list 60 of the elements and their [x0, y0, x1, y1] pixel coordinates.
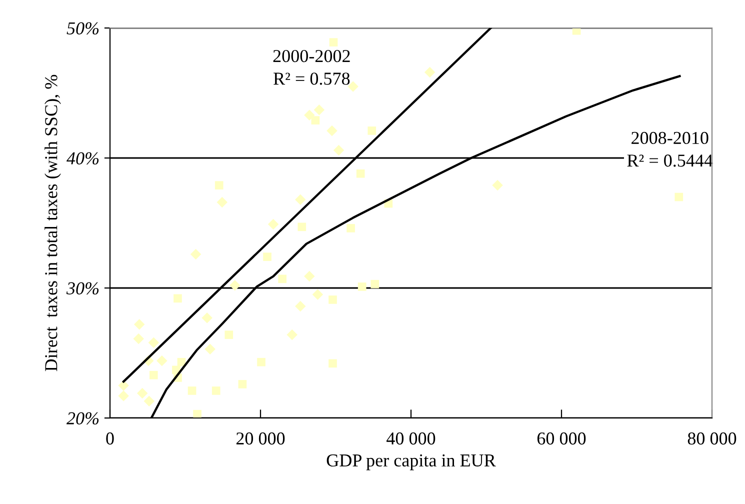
x-tick-label: 60 000 [537, 432, 586, 445]
y-tick-label: 30% [66, 282, 99, 294]
point [156, 355, 168, 366]
point [314, 104, 325, 116]
x-tick-label: 0 [106, 432, 114, 445]
point [312, 289, 324, 300]
point [268, 218, 279, 230]
point [188, 386, 196, 395]
y-tick-label: 40% [66, 152, 99, 164]
point [572, 28, 581, 35]
point [238, 380, 247, 388]
x-tick-label: 80 000 [688, 432, 736, 445]
point [212, 386, 220, 395]
point [149, 370, 158, 380]
y-axis-title: Direct taxes in total taxes (with SSC), % [44, 74, 61, 372]
point [329, 38, 338, 46]
point [134, 319, 145, 330]
point [148, 337, 160, 348]
point [295, 300, 306, 312]
point [492, 180, 503, 191]
annotation: 2008-2010 R² = 0.5444 [627, 132, 713, 167]
point [136, 388, 148, 399]
x-tick-label: 40 000 [386, 432, 436, 445]
x-tick-label: 20 000 [236, 432, 285, 445]
point [311, 116, 320, 124]
x-axis-title: GDP per capita in EUR [326, 454, 496, 470]
y-tick-label: 20% [66, 412, 99, 424]
y-tick-label: 50% [66, 22, 99, 34]
point [193, 410, 202, 418]
point [328, 359, 337, 368]
point [304, 110, 315, 120]
point [278, 274, 286, 284]
point [326, 125, 338, 136]
point [298, 222, 306, 232]
point [224, 330, 234, 339]
point [286, 329, 298, 340]
point [190, 248, 202, 260]
point [424, 66, 436, 78]
point [674, 192, 684, 202]
point [118, 390, 129, 402]
point [328, 296, 337, 304]
point [263, 252, 272, 261]
point [358, 282, 366, 291]
point [368, 126, 376, 135]
point [230, 280, 240, 291]
point [346, 224, 355, 232]
point [295, 194, 306, 205]
point [356, 169, 365, 178]
point [304, 270, 315, 282]
point [133, 333, 144, 344]
point [202, 312, 212, 324]
point [144, 396, 155, 406]
point [216, 196, 228, 208]
point [257, 358, 266, 366]
point [174, 294, 182, 303]
point [333, 144, 344, 156]
annotation: 2000-2002 R² = 0.578 [273, 50, 350, 85]
point [204, 344, 216, 354]
point [214, 181, 224, 190]
point [370, 280, 380, 288]
